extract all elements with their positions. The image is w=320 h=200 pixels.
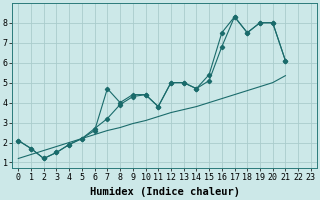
X-axis label: Humidex (Indice chaleur): Humidex (Indice chaleur) xyxy=(90,187,240,197)
